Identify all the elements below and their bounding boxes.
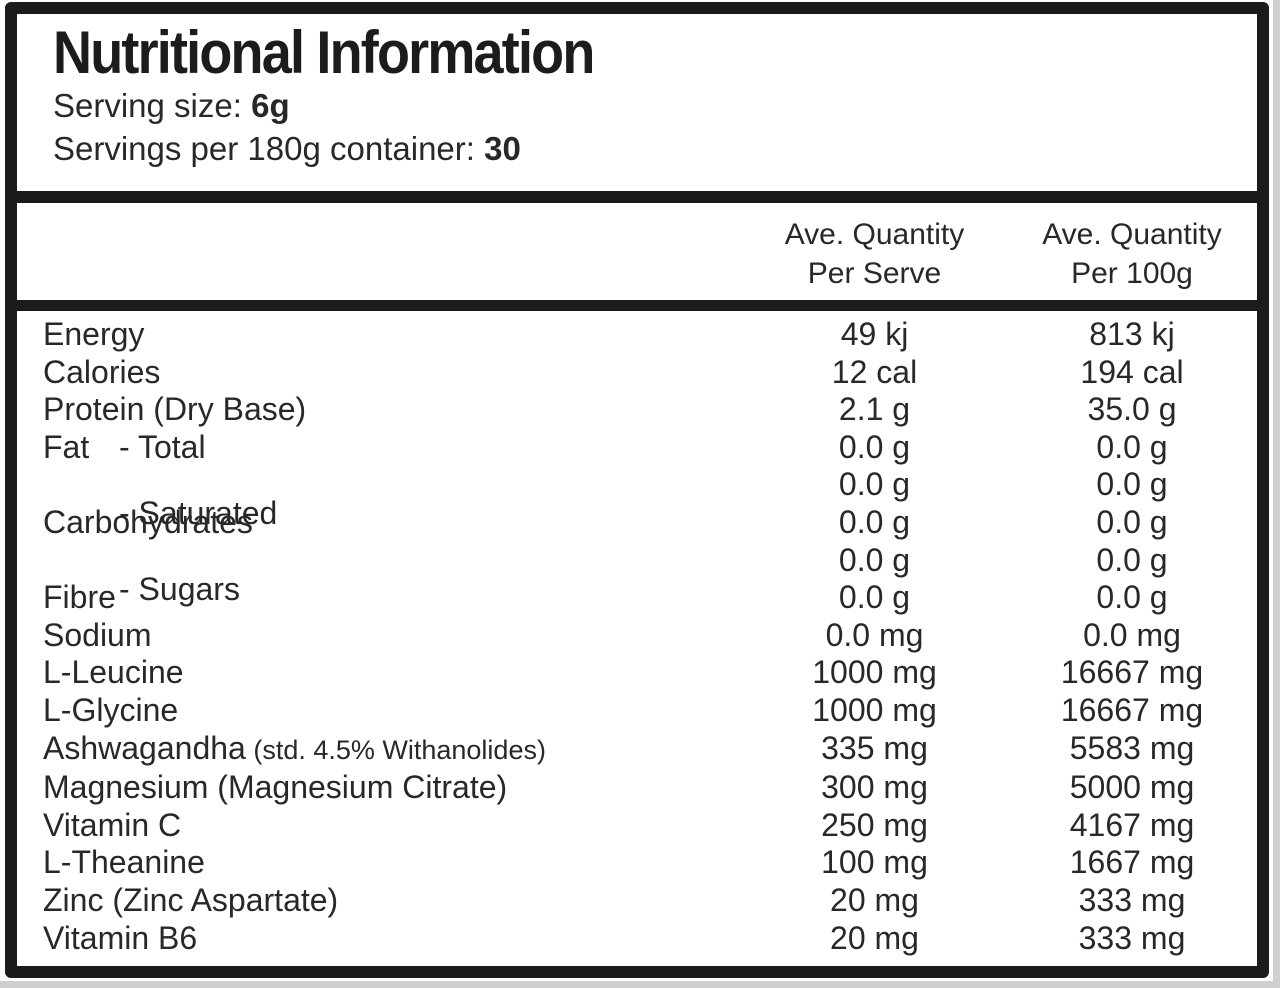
nutrient-name: Fibre	[43, 579, 116, 616]
column-header-per-100g-line1: Ave. Quantity	[1042, 218, 1222, 251]
table-row: L-Glycine 1000 mg 16667 mg	[17, 692, 1257, 730]
value-per-100g: 0.0 mg	[1083, 616, 1181, 653]
servings-per-container-line: Servings per 180g container: 30	[53, 127, 1257, 170]
value-per-100g: 813 kj	[1089, 316, 1175, 352]
servings-per-container-value: 30	[484, 130, 521, 167]
serving-size-label: Serving size:	[53, 87, 242, 124]
table-row: Fat - Total 0.0 g 0.0 g	[17, 429, 1257, 467]
table-row: Calories 12 cal 194 cal	[17, 354, 1257, 392]
table-row: Magnesium (Magnesium Citrate) 300 mg 5000 …	[17, 769, 1257, 807]
value-per-serve: 2.1 g	[838, 391, 911, 428]
table-column-headers: Ave. Quantity Per Serve Ave. Quantity Pe…	[17, 203, 1257, 300]
table-row: - Sugars 0.0 g 0.0 g	[17, 541, 1257, 607]
value-per-serve: 49 kj	[840, 316, 909, 352]
value-per-100g: 1667 mg	[1069, 844, 1195, 881]
table-row: Zinc (Zinc Aspartate) 20 mg 333 mg	[17, 882, 1257, 920]
nutrition-rows: Energy 49 kj 813 kj Calories 12 cal 194 cal Pr…	[17, 311, 1257, 957]
value-per-serve: 0.0 g	[838, 503, 911, 540]
nutrient-name: Vitamin C	[43, 806, 182, 843]
nutrient-name: Vitamin B6	[43, 919, 198, 956]
value-per-100g: 333 mg	[1078, 881, 1186, 918]
value-per-serve: 20 mg	[830, 919, 919, 956]
nutrient-name: Calories	[43, 353, 161, 390]
nutrient-name: Carbohydrates	[43, 503, 253, 540]
value-per-100g: 16667 mg	[1060, 691, 1204, 728]
page-title: Nutritional Information	[53, 19, 595, 86]
value-per-100g: 333 mg	[1078, 919, 1186, 956]
value-per-100g: 0.0 g	[1096, 466, 1168, 503]
value-per-100g: 0.0 g	[1096, 579, 1168, 616]
servings-per-container-label: Servings per 180g container:	[53, 130, 475, 167]
value-per-serve: 1000 mg	[812, 691, 937, 728]
value-per-100g: 35.0 g	[1087, 391, 1177, 428]
column-header-per-serve-line2: Per Serve	[807, 257, 942, 290]
table-row: - Saturated 0.0 g 0.0 g	[17, 466, 1257, 531]
value-per-serve: 0.0 mg	[825, 616, 924, 653]
nutrient-name: L-Leucine	[43, 654, 184, 691]
table-row: Sodium 0.0 mg 0.0 mg	[17, 617, 1257, 655]
value-per-100g: 4167 mg	[1069, 806, 1195, 843]
nutrient-name: Sodium	[43, 616, 152, 653]
table-row: Vitamin B6 20 mg 333 mg	[17, 920, 1257, 958]
value-per-serve: 300 mg	[821, 769, 928, 806]
value-per-serve: 20 mg	[830, 881, 919, 918]
value-per-100g: 0.0 g	[1096, 428, 1168, 465]
table-row: Carbohydrates 0.0 g 0.0 g	[17, 504, 1257, 542]
table-row: L-Theanine 100 mg 1667 mg	[17, 844, 1257, 882]
nutrient-name: Ashwagandha (std. 4.5% Withanolides)	[43, 729, 546, 766]
value-per-serve: 12 cal	[831, 353, 918, 390]
nutrient-name: L-Glycine	[43, 691, 179, 728]
value-per-100g: 194 cal	[1080, 353, 1184, 390]
value-per-serve: 1000 mg	[812, 654, 937, 691]
value-per-serve: 100 mg	[821, 844, 928, 881]
value-per-100g: 5000 mg	[1069, 769, 1195, 806]
table-row: Energy 49 kj 813 kj	[17, 316, 1257, 354]
column-header-per-serve-line1: Ave. Quantity	[784, 218, 965, 251]
nutrient-name: Magnesium (Magnesium Citrate)	[43, 769, 508, 806]
value-per-100g: 0.0 g	[1096, 503, 1168, 540]
value-per-serve: 0.0 g	[838, 428, 911, 465]
value-per-serve: 0.0 g	[838, 579, 911, 616]
table-row: L-Leucine 1000 mg 16667 mg	[17, 654, 1257, 692]
nutrition-header-panel: Nutritional Information Serving size: 6g…	[5, 2, 1269, 203]
value-per-serve: 335 mg	[821, 729, 928, 766]
nutrient-name: Zinc (Zinc Aspartate)	[43, 881, 339, 918]
value-per-serve: 0.0 g	[838, 466, 911, 503]
value-per-100g: 5583 mg	[1069, 729, 1195, 766]
table-row: Fibre 0.0 g 0.0 g	[17, 579, 1257, 617]
column-header-per-100g: Ave. Quantity Per 100g	[1007, 215, 1257, 300]
column-header-per-100g-line2: Per 100g	[1071, 257, 1193, 290]
nutrition-table-panel: Ave. Quantity Per Serve Ave. Quantity Pe…	[5, 191, 1269, 978]
header-separator-rule	[17, 300, 1257, 311]
column-header-per-serve: Ave. Quantity Per Serve	[742, 215, 1007, 300]
nutrient-name: Fat - Total	[43, 428, 206, 465]
serving-size-value: 6g	[251, 87, 290, 124]
value-per-100g: 0.0 g	[1096, 541, 1168, 578]
nutrient-name: L-Theanine	[43, 844, 205, 881]
table-row: Vitamin C 250 mg 4167 mg	[17, 807, 1257, 845]
value-per-serve: 250 mg	[821, 806, 928, 843]
table-row: Ashwagandha (std. 4.5% Withanolides) 335 …	[17, 730, 1257, 770]
nutrient-name: Energy	[43, 316, 145, 352]
serving-size-line: Serving size: 6g	[53, 84, 1257, 127]
nutrient-name: Protein (Dry Base)	[43, 391, 307, 428]
table-row: Protein (Dry Base) 2.1 g 35.0 g	[17, 391, 1257, 429]
value-per-100g: 16667 mg	[1060, 654, 1204, 691]
value-per-serve: 0.0 g	[838, 541, 911, 578]
